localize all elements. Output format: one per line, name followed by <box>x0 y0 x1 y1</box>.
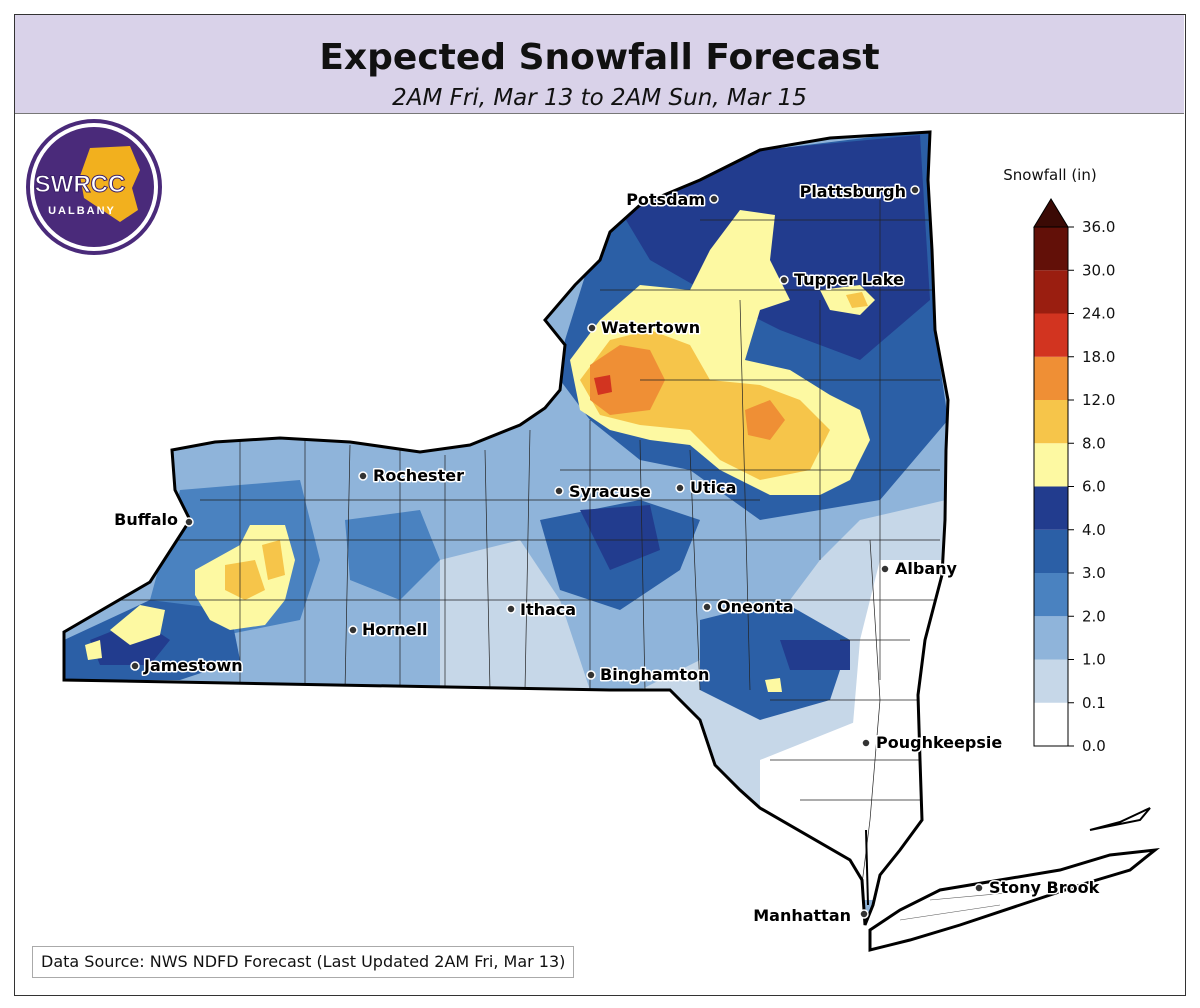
swrcc-logo: SWRCC UALBANY <box>26 119 162 255</box>
city-tupper-lake[interactable]: Tupper Lake <box>779 269 905 291</box>
city-jamestown[interactable]: Jamestown <box>130 655 244 677</box>
map-title: Expected Snowfall Forecast <box>319 37 880 78</box>
colorbar-tick-label: 3.0 <box>1082 564 1106 582</box>
city-albany[interactable]: Albany <box>880 558 959 580</box>
svg-text:Stony Brook: Stony Brook <box>989 878 1100 897</box>
city-manhattan[interactable]: Manhattan <box>752 905 869 927</box>
colorbar-ticks: 0.0 0.1 1.0 2.0 3.0 4.0 6.0 8.0 12.0 18.0 24.0 30.0… <box>1068 218 1115 755</box>
city-utica[interactable]: Utica <box>675 477 738 499</box>
state-outline <box>62 130 950 926</box>
colorbar-bin <box>1034 270 1068 314</box>
city-syracuse[interactable]: Syracuse <box>554 481 653 503</box>
colorbar-tick-label: 30.0 <box>1082 261 1115 279</box>
colorbar-extend-arrow <box>1033 198 1069 228</box>
city-potsdam[interactable]: Potsdam <box>625 189 719 211</box>
svg-text:Tupper Lake: Tupper Lake <box>794 270 904 289</box>
colorbar-bin <box>1034 227 1068 271</box>
colorbar-tick-label: 1.0 <box>1082 651 1106 669</box>
city-hornell[interactable]: Hornell <box>348 619 429 641</box>
city-buffalo[interactable]: Buffalo <box>113 509 194 531</box>
colorbar-bin <box>1034 356 1068 400</box>
colorbar-tick-label: 12.0 <box>1082 391 1115 409</box>
colorbar: Snowfall (in) 0.0 0.1 1.0 2.0 3.0 4.0 6.0 8.0 12… <box>1003 166 1115 755</box>
city-plattsburgh[interactable]: Plattsburgh <box>798 181 920 203</box>
svg-text:Watertown: Watertown <box>601 318 700 337</box>
colorbar-bin <box>1034 486 1068 530</box>
svg-text:Poughkeepsie: Poughkeepsie <box>876 733 1002 752</box>
colorbar-bin <box>1034 313 1068 357</box>
colorbar-tick-label: 36.0 <box>1082 218 1115 236</box>
city-poughkeepsie[interactable]: Poughkeepsie <box>861 732 1004 754</box>
svg-text:Syracuse: Syracuse <box>569 482 651 501</box>
city-watertown[interactable]: Watertown <box>587 317 702 339</box>
svg-text:Oneonta: Oneonta <box>717 597 794 616</box>
svg-text:Plattsburgh: Plattsburgh <box>800 182 906 201</box>
city-markers: Potsdam Plattsburgh Tupper Lake Watertow… <box>113 181 1101 927</box>
svg-text:Rochester: Rochester <box>373 466 464 485</box>
logo-name: SWRCC <box>35 171 126 198</box>
svg-text:Hornell: Hornell <box>362 620 427 639</box>
long-island <box>868 807 1160 952</box>
svg-text:Albany: Albany <box>895 559 958 578</box>
city-binghamton[interactable]: Binghamton <box>586 664 711 686</box>
svg-text:Manhattan: Manhattan <box>753 906 851 925</box>
colorbar-tick-label: 2.0 <box>1082 607 1106 625</box>
city-ithaca[interactable]: Ithaca <box>506 599 578 621</box>
svg-text:Utica: Utica <box>690 478 736 497</box>
ny-state-icon <box>80 146 140 222</box>
colorbar-tick-label: 0.0 <box>1082 737 1106 755</box>
colorbar-tick-label: 0.1 <box>1082 694 1106 712</box>
colorbar-bin <box>1034 443 1068 487</box>
colorbar-bin <box>1034 702 1068 746</box>
svg-text:Potsdam: Potsdam <box>626 190 705 209</box>
colorbar-tick-label: 4.0 <box>1082 521 1106 539</box>
colorbar-tick-label: 8.0 <box>1082 434 1106 452</box>
svg-text:Binghamton: Binghamton <box>600 665 709 684</box>
city-stony-brook[interactable]: Stony Brook <box>974 877 1101 899</box>
title-banner: Expected Snowfall Forecast 2AM Fri, Mar … <box>15 15 1184 114</box>
city-oneonta[interactable]: Oneonta <box>702 596 795 618</box>
colorbar-bin <box>1034 573 1068 617</box>
colorbar-bin <box>1034 659 1068 703</box>
colorbar-bin <box>1034 529 1068 573</box>
colorbar-bin <box>1034 616 1068 660</box>
data-source-note: Data Source: NWS NDFD Forecast (Last Upd… <box>32 946 575 978</box>
colorbar-bins <box>1033 198 1069 747</box>
colorbar-bin <box>1034 400 1068 444</box>
svg-text:Jamestown: Jamestown <box>143 656 243 675</box>
city-rochester[interactable]: Rochester <box>358 465 466 487</box>
svg-text:Ithaca: Ithaca <box>520 600 576 619</box>
map-subtitle: 2AM Fri, Mar 13 to 2AM Sun, Mar 15 <box>392 85 807 111</box>
svg-text:Buffalo: Buffalo <box>114 510 178 529</box>
colorbar-title: Snowfall (in) <box>1003 166 1096 184</box>
colorbar-tick-label: 6.0 <box>1082 478 1106 496</box>
colorbar-tick-label: 24.0 <box>1082 305 1115 323</box>
colorbar-tick-label: 18.0 <box>1082 348 1115 366</box>
logo-org: UALBANY <box>48 205 116 217</box>
county-lines <box>64 200 940 901</box>
